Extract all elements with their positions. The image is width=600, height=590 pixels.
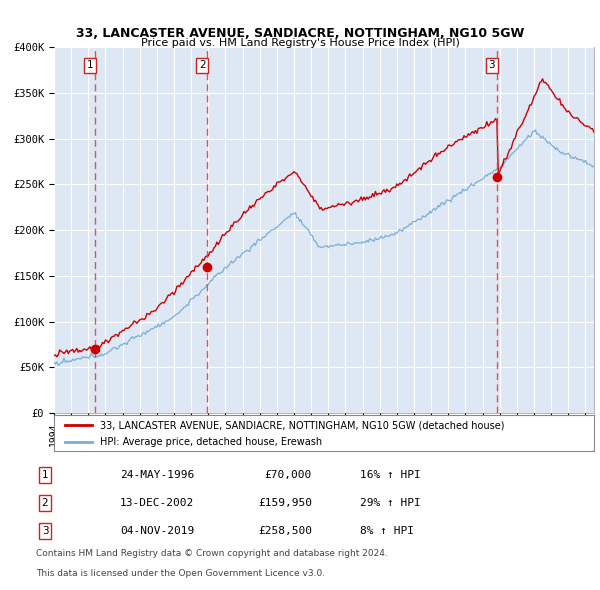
Text: 04-NOV-2019: 04-NOV-2019 (120, 526, 194, 536)
Text: 3: 3 (488, 61, 495, 70)
Text: £159,950: £159,950 (258, 498, 312, 507)
Text: 2: 2 (41, 498, 49, 507)
Text: 29% ↑ HPI: 29% ↑ HPI (360, 498, 421, 507)
Text: 24-MAY-1996: 24-MAY-1996 (120, 470, 194, 480)
Text: 2: 2 (199, 61, 206, 70)
Text: 33, LANCASTER AVENUE, SANDIACRE, NOTTINGHAM, NG10 5GW (detached house): 33, LANCASTER AVENUE, SANDIACRE, NOTTING… (100, 420, 505, 430)
Text: £258,500: £258,500 (258, 526, 312, 536)
Text: 33, LANCASTER AVENUE, SANDIACRE, NOTTINGHAM, NG10 5GW: 33, LANCASTER AVENUE, SANDIACRE, NOTTING… (76, 27, 524, 40)
Text: 8% ↑ HPI: 8% ↑ HPI (360, 526, 414, 536)
Text: 1: 1 (41, 470, 49, 480)
Text: Price paid vs. HM Land Registry's House Price Index (HPI): Price paid vs. HM Land Registry's House … (140, 38, 460, 48)
Text: 3: 3 (41, 526, 49, 536)
Text: HPI: Average price, detached house, Erewash: HPI: Average price, detached house, Erew… (100, 437, 322, 447)
Text: This data is licensed under the Open Government Licence v3.0.: This data is licensed under the Open Gov… (36, 569, 325, 578)
Text: Contains HM Land Registry data © Crown copyright and database right 2024.: Contains HM Land Registry data © Crown c… (36, 549, 388, 558)
Text: 13-DEC-2002: 13-DEC-2002 (120, 498, 194, 507)
Text: £70,000: £70,000 (265, 470, 312, 480)
Text: 16% ↑ HPI: 16% ↑ HPI (360, 470, 421, 480)
Text: 1: 1 (86, 61, 93, 70)
